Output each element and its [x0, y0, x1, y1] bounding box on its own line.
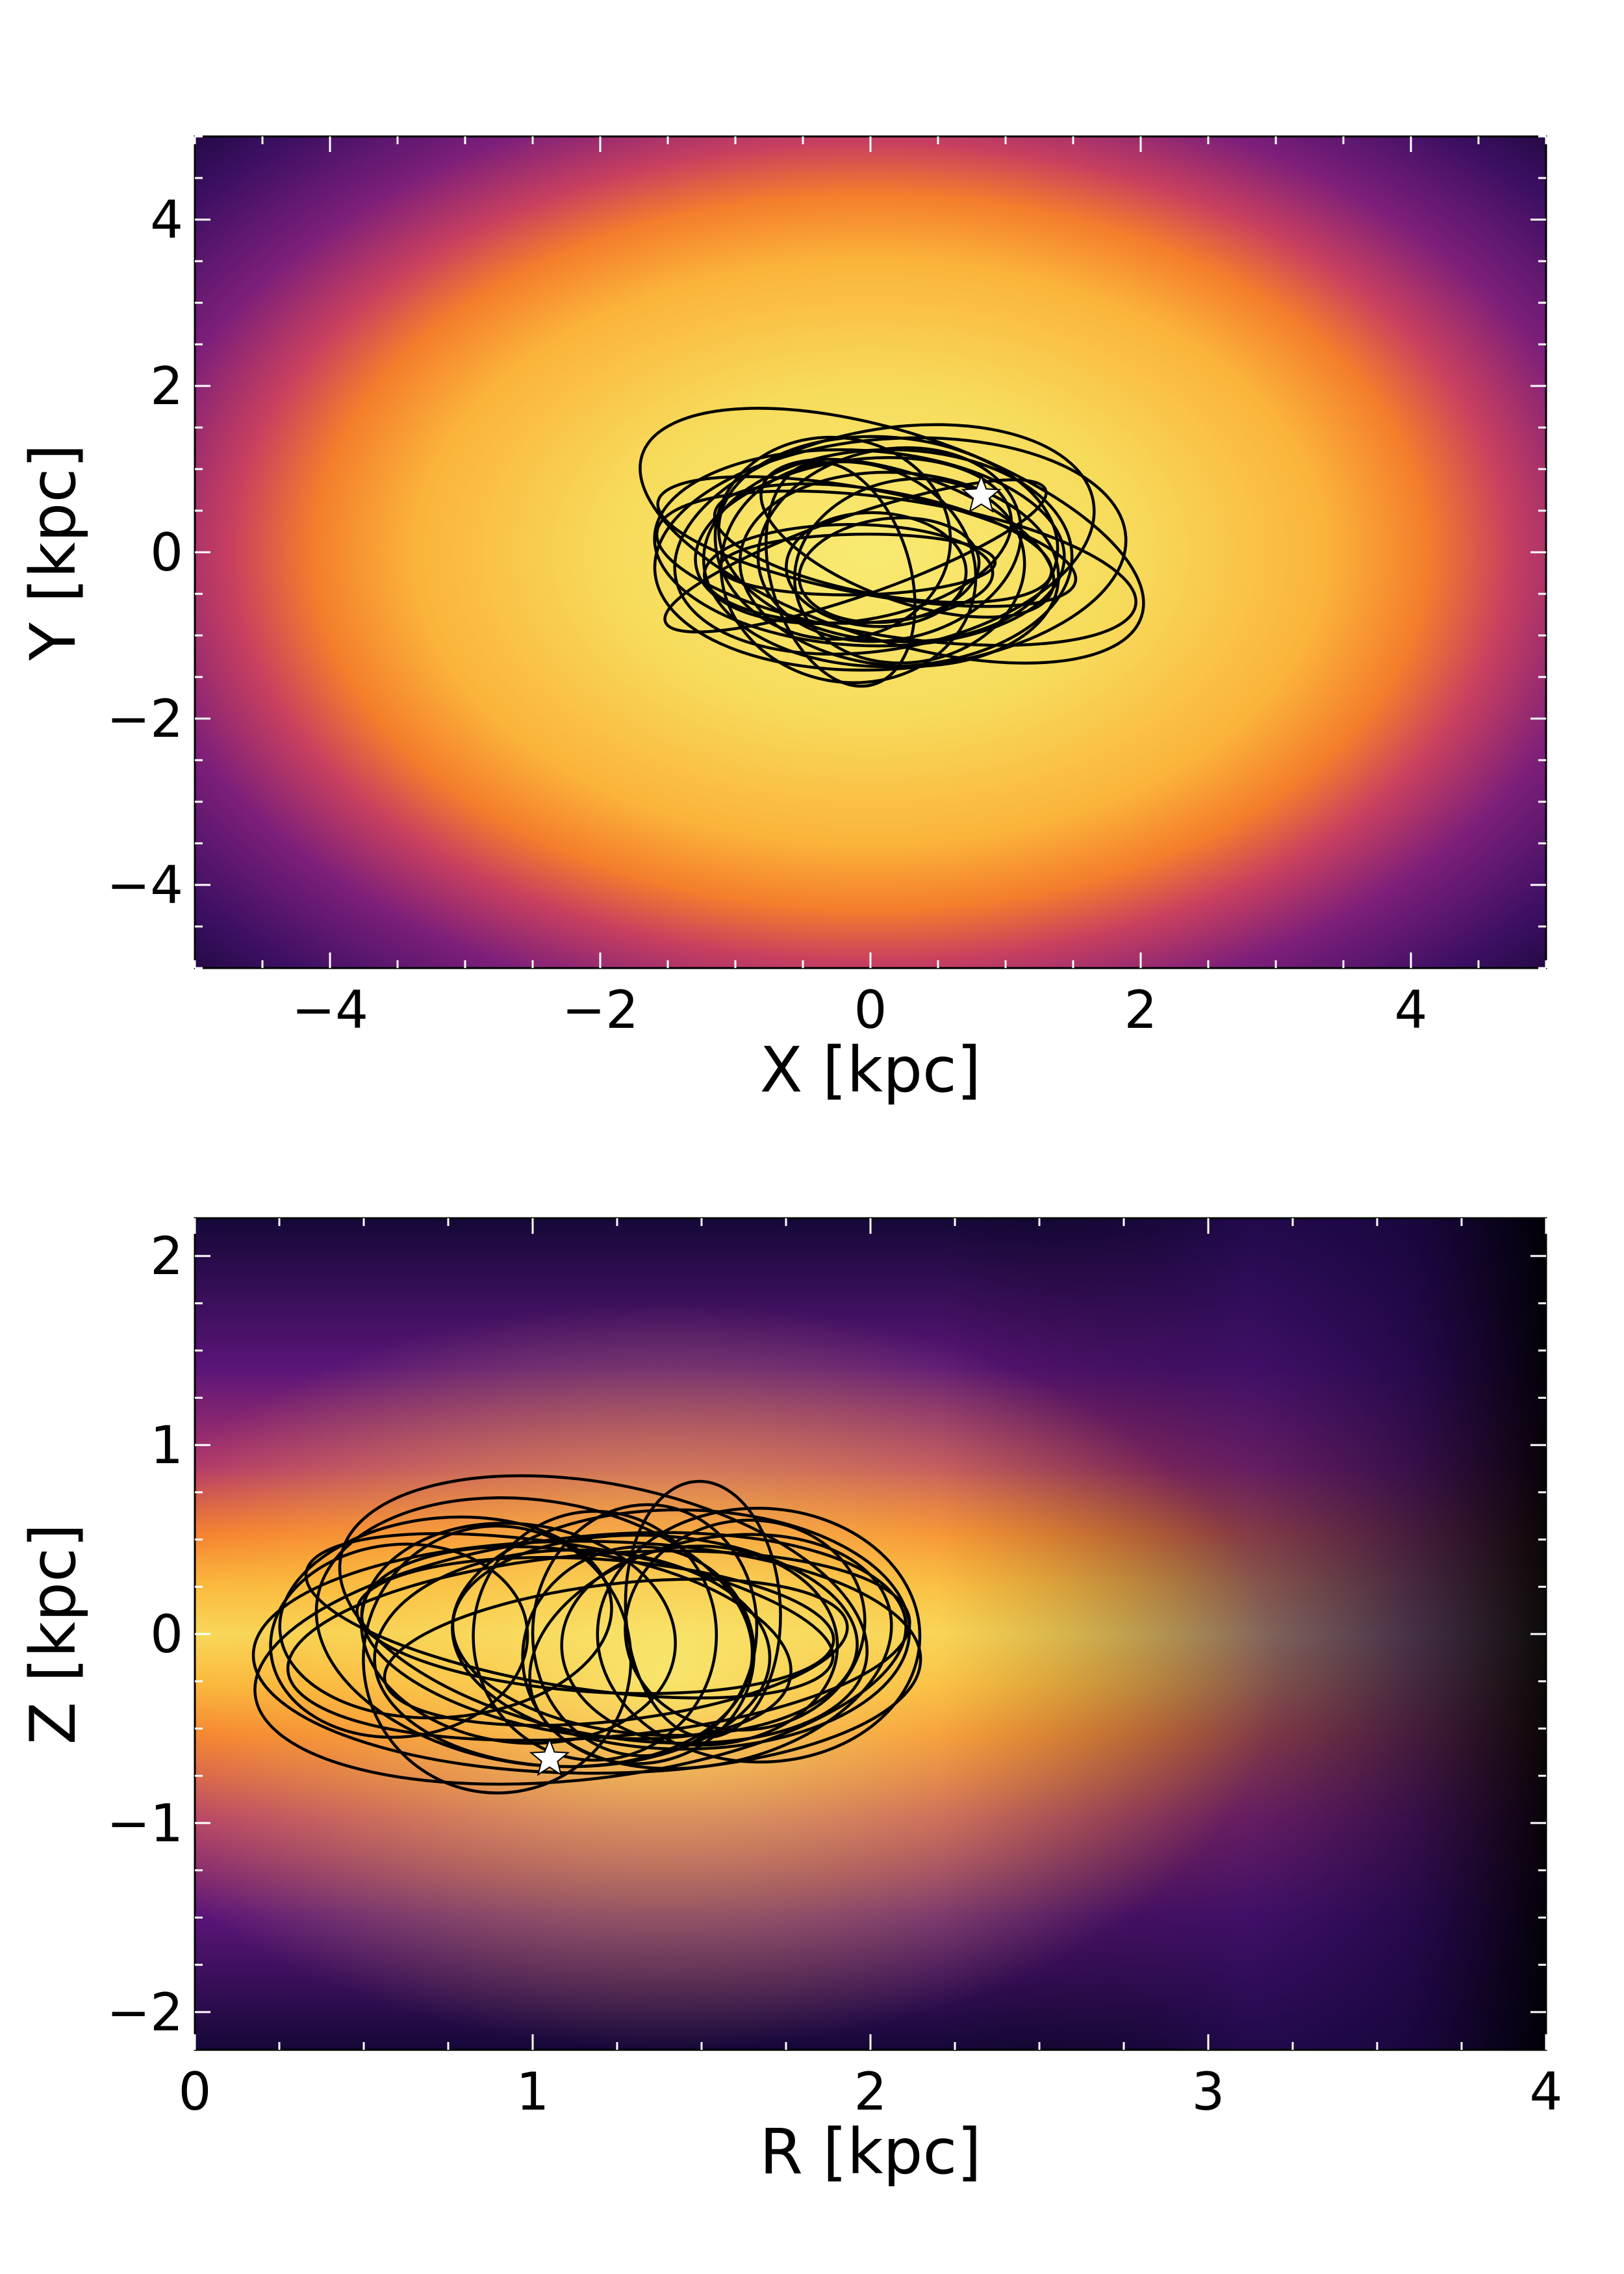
- orbit-loop: [531, 1503, 759, 1757]
- x-tick-label: −2: [562, 980, 639, 1040]
- orbit-loop: [785, 511, 968, 628]
- x-tick-label: 2: [854, 2062, 887, 2122]
- orbit-loop: [765, 461, 917, 688]
- orbit-loop: [653, 436, 1128, 672]
- orbit-loop: [304, 1532, 835, 1700]
- x-tick-label: 0: [854, 980, 887, 1040]
- xy-density-heatmap: [195, 136, 1546, 968]
- y-tick-label: −2: [107, 689, 183, 749]
- y-tick-label: 0: [150, 522, 183, 583]
- orbit-loop: [521, 1545, 756, 1765]
- rz-density-core: [195, 1218, 1546, 2050]
- y-tick-label: 1: [150, 1415, 183, 1476]
- orbit-loop: [713, 482, 1053, 604]
- x-tick-label: 0: [179, 2062, 212, 2122]
- xy-orbit-path: [639, 407, 1145, 688]
- orbit-loop: [624, 1518, 867, 1732]
- panel-xy: −4 −2 0 2 4 −4 −2 0 2 4 X [kpc] Y [kpc]: [17, 135, 1547, 1106]
- orbit-loop: [472, 1509, 718, 1762]
- orbit-loop: [253, 1531, 907, 1786]
- x-tick-label: −4: [292, 980, 368, 1040]
- orbit-loop: [451, 1533, 859, 1737]
- xy-x-axis-label: X [kpc]: [760, 1034, 982, 1106]
- y-tick-label: 0: [150, 1604, 183, 1665]
- x-tick-label: 3: [1192, 2062, 1225, 2122]
- orbit-loop: [269, 1542, 529, 1739]
- xy-ticks: [194, 135, 1547, 969]
- orbit-loop: [596, 1507, 922, 1764]
- x-tick-label: 1: [516, 2062, 550, 2122]
- y-tick-label: 2: [150, 356, 183, 416]
- star-icon: [529, 1737, 570, 1776]
- orbit-loop: [702, 448, 1074, 669]
- orbit-loop: [373, 1548, 772, 1769]
- rz-tick-labels: 0 1 2 3 4 −2 −1 0 1 2: [107, 1226, 1562, 2122]
- y-tick-label: −1: [107, 1793, 183, 1854]
- xy-y-axis-label: Y [kpc]: [17, 444, 90, 661]
- rz-star-marker: [529, 1737, 570, 1776]
- x-tick-label: 4: [1530, 2062, 1563, 2122]
- panel-rz: 0 1 2 3 4 −2 −1 0 1 2 R [kpc] Z [kpc]: [17, 1217, 1562, 2188]
- y-tick-label: −4: [107, 855, 183, 915]
- rz-orbit-path: [251, 1474, 922, 1795]
- orbit-loop: [655, 489, 1137, 647]
- y-tick-label: 4: [150, 190, 183, 250]
- orbit-loop: [278, 1515, 613, 1720]
- orbit-loop: [251, 1539, 922, 1775]
- orbit-loop: [360, 1522, 677, 1745]
- x-tick-label: 4: [1395, 980, 1428, 1040]
- rz-x-axis-label: R [kpc]: [759, 2115, 981, 2188]
- y-tick-label: 2: [150, 1226, 183, 1286]
- xy-star-marker: [961, 474, 1002, 513]
- x-tick-label: 2: [1124, 980, 1158, 1040]
- rz-ticks: [194, 1218, 1547, 2050]
- star-icon: [961, 474, 1002, 513]
- xy-tick-labels: −4 −2 0 2 4 −4 −2 0 2 4: [107, 190, 1427, 1040]
- orbit-loop: [639, 407, 1145, 665]
- y-tick-label: −2: [107, 1982, 183, 2043]
- rz-y-axis-label: Z [kpc]: [17, 1524, 90, 1745]
